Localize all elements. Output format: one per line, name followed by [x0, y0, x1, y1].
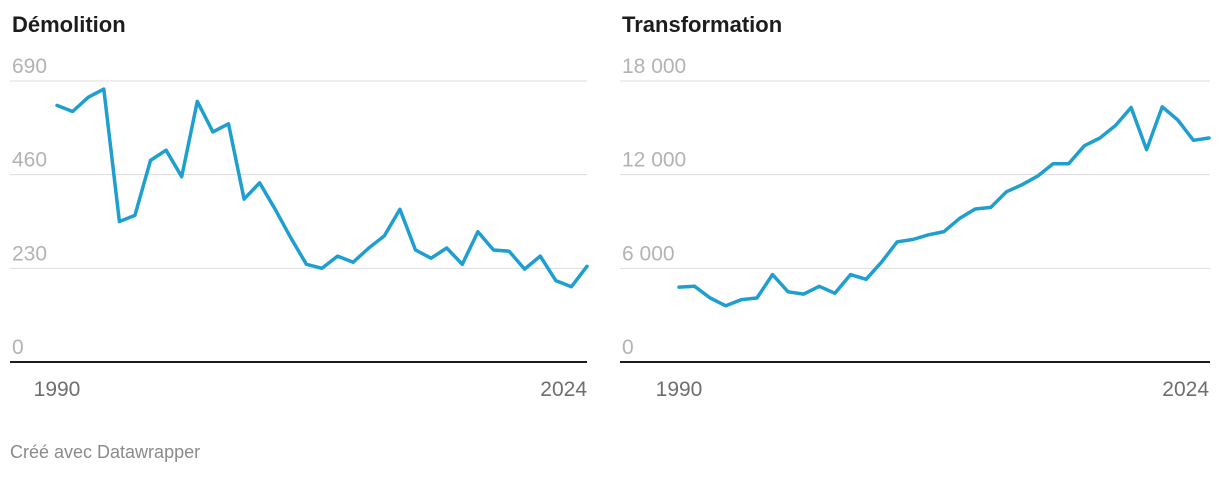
chart-2-xtick-label: 1990: [656, 378, 703, 401]
chart-2-series-line: [677, 105, 1211, 308]
chart-1-ytick-label: 230: [12, 242, 47, 265]
chart-1-series-line: [55, 87, 589, 289]
chart-2-xtick-label: 2024: [1162, 378, 1209, 401]
chart-2-ytick-label: 18 000: [622, 55, 686, 78]
chart-2-ytick-label: 12 000: [622, 149, 686, 172]
chart-1-ytick-label: 690: [12, 55, 47, 78]
footer-credit[interactable]: Créé avec Datawrapper: [10, 442, 201, 462]
chart-1-xtick-label: 1990: [34, 378, 81, 401]
chart-2-title: Transformation: [622, 12, 782, 37]
chart-1-ytick-label: 0: [12, 336, 24, 359]
chart-1-title: Démolition: [12, 12, 126, 37]
chart-1-xtick-label: 2024: [540, 378, 587, 401]
chart-1-ytick-label: 460: [12, 149, 47, 172]
chart-2-ytick-label: 6 000: [622, 242, 675, 265]
chart-2-ytick-label: 0: [622, 336, 634, 359]
